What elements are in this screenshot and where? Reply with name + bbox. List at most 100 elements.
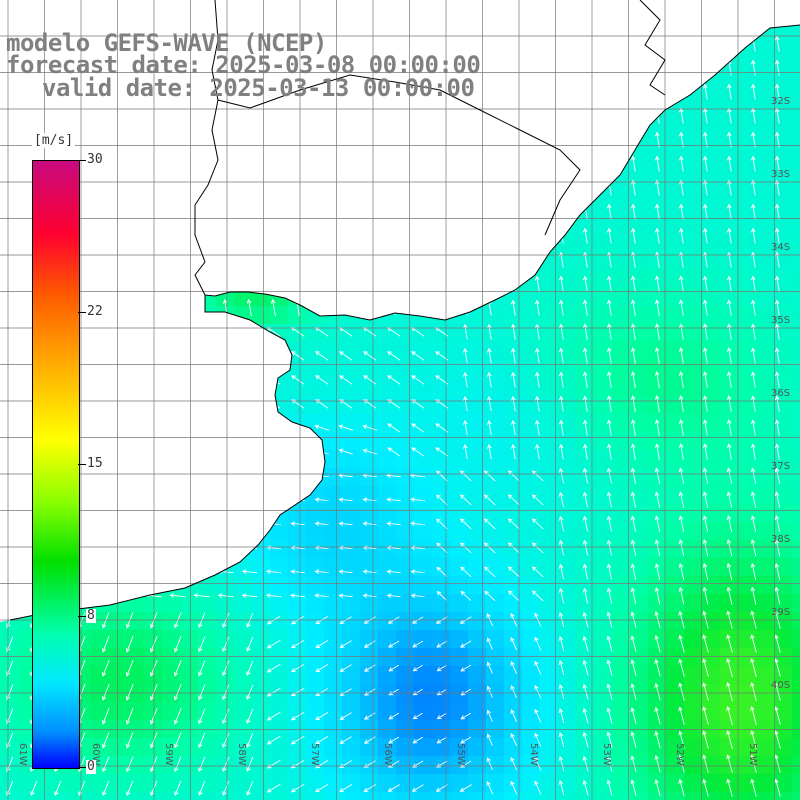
wind-arrow — [702, 754, 709, 773]
wind-speed-cell — [504, 522, 523, 541]
wind-speed-cell — [612, 540, 631, 559]
wind-speed-cell — [234, 702, 253, 721]
wind-speed-cell — [216, 576, 235, 595]
wind-arrow — [487, 275, 492, 292]
wind-speed-cell — [198, 144, 217, 163]
wind-speed-cell — [774, 486, 793, 505]
wind-speed-cell — [324, 612, 343, 631]
colorbar-tick — [78, 464, 86, 465]
border-argentina-uruguay — [194, 0, 219, 296]
wind-arrow — [410, 569, 425, 574]
wind-speed-cell — [396, 144, 415, 163]
wind-arrow — [630, 515, 637, 532]
wind-arrow — [126, 756, 134, 773]
wind-speed-cell — [216, 486, 235, 505]
wind-arrow — [750, 347, 756, 364]
wind-arrow — [198, 708, 206, 725]
wind-speed-cell — [198, 504, 217, 523]
wind-speed-cell — [324, 486, 343, 505]
wind-speed-cell — [486, 576, 505, 595]
wind-speed-cell — [90, 792, 109, 800]
wind-arrow — [774, 299, 780, 316]
wind-speed-cell — [378, 432, 397, 451]
wind-speed-cell — [468, 396, 487, 415]
wind-arrow — [266, 639, 281, 649]
wind-speed-cell — [468, 342, 487, 361]
wind-arrow — [463, 419, 468, 436]
wind-speed-cell — [432, 414, 451, 433]
wind-arrow — [339, 375, 353, 385]
wind-speed-cell — [126, 450, 145, 469]
wind-arrow — [678, 227, 684, 244]
wind-speed-cell — [324, 648, 343, 667]
wind-speed-cell — [90, 360, 109, 379]
wind-speed-cell — [0, 360, 19, 379]
wind-speed-cell — [558, 72, 577, 91]
wind-arrow — [436, 712, 447, 720]
wind-speed-cell — [324, 342, 343, 361]
wind-speed-cell — [324, 288, 343, 307]
wind-arrow — [774, 538, 781, 557]
wind-speed-cell — [684, 486, 703, 505]
wind-arrow — [314, 569, 329, 574]
wind-arrow — [486, 709, 493, 722]
wind-speed-cell — [342, 342, 361, 361]
wind-arrow — [534, 780, 542, 795]
wind-speed-cell — [162, 522, 181, 541]
wind-speed-cell — [306, 792, 325, 800]
wind-speed-cell — [216, 270, 235, 289]
wind-arrow — [102, 780, 110, 797]
wind-speed-cell — [522, 774, 541, 793]
wind-speed-cell — [162, 162, 181, 181]
wind-speed-cell — [594, 144, 613, 163]
wind-arrow — [364, 664, 376, 672]
wind-arrow — [410, 521, 425, 526]
wind-speed-cell — [252, 612, 271, 631]
wind-speed-cell — [450, 540, 469, 559]
wind-speed-cell — [0, 288, 19, 307]
wind-arrow — [703, 203, 708, 220]
wind-speed-cell — [522, 234, 541, 253]
wind-arrow — [535, 155, 540, 172]
wind-arrow — [534, 732, 542, 747]
wind-speed-cell — [252, 234, 271, 253]
wind-speed-cell — [18, 648, 37, 667]
wind-speed-cell — [198, 648, 217, 667]
wind-speed-cell — [360, 324, 379, 343]
wind-arrow — [101, 707, 110, 725]
wind-arrow — [410, 593, 425, 598]
wind-arrow — [193, 593, 210, 598]
wind-speed-cell — [396, 522, 415, 541]
wind-speed-cell — [144, 738, 163, 757]
wind-speed-cell — [360, 342, 379, 361]
wind-speed-cell — [216, 342, 235, 361]
latitude-label: 35S — [771, 315, 790, 326]
wind-speed-cell — [576, 666, 595, 685]
wind-speed-cell — [414, 144, 433, 163]
wind-speed-cell — [684, 594, 703, 613]
wind-speed-cell — [720, 0, 739, 19]
wind-speed-cell — [450, 648, 469, 667]
wind-speed-cell — [450, 504, 469, 523]
wind-speed-cell — [378, 414, 397, 433]
wind-arrow — [246, 660, 254, 677]
wind-speed-cell — [288, 612, 307, 631]
wind-arrow — [460, 590, 472, 601]
wind-arrow — [463, 323, 468, 340]
wind-arrow — [241, 497, 258, 502]
wind-speed-cell — [342, 558, 361, 577]
wind-speed-cell — [360, 180, 379, 199]
wind-speed-cell — [126, 108, 145, 127]
wind-speed-cell — [144, 774, 163, 793]
wind-arrow — [193, 545, 210, 550]
wind-speed-cell — [486, 144, 505, 163]
wind-speed-cell — [252, 648, 271, 667]
wind-arrow — [463, 107, 468, 124]
wind-speed-cell — [432, 270, 451, 289]
wind-arrow — [511, 203, 516, 220]
wind-arrow — [774, 778, 781, 797]
wind-speed-cell — [270, 594, 289, 613]
wind-speed-cell — [504, 756, 523, 775]
wind-speed-cell — [738, 180, 757, 199]
